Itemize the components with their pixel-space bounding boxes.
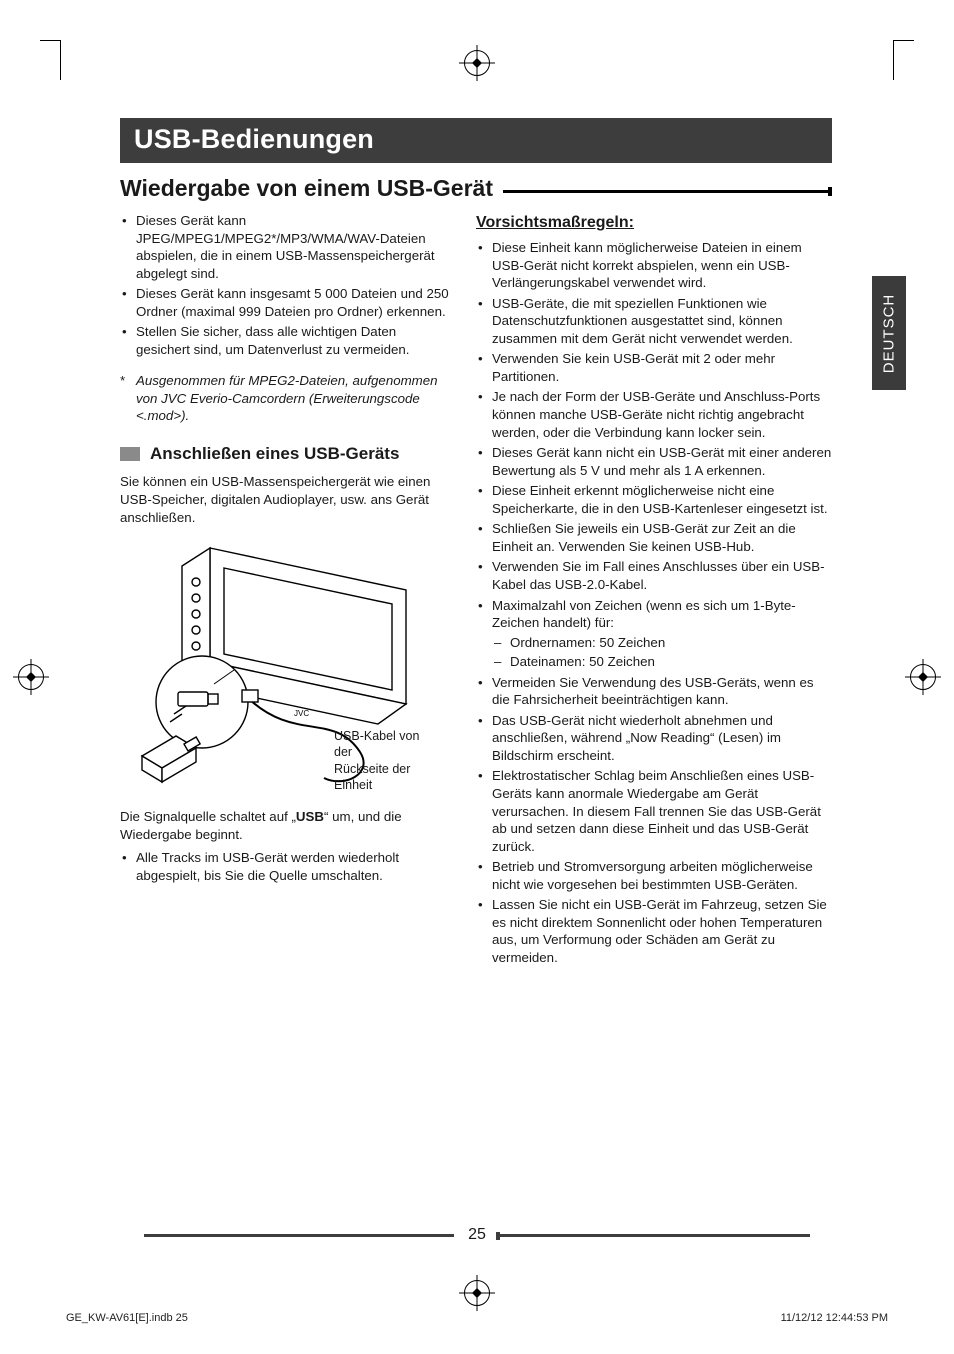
section-title-bar: USB-Bedienungen xyxy=(120,118,832,163)
registration-mark xyxy=(910,664,936,690)
page-content: USB-Bedienungen Wiedergabe von einem USB… xyxy=(120,118,832,969)
page-number: 25 xyxy=(458,1226,496,1244)
paragraph: Die Signalquelle schaltet auf „USB“ um, … xyxy=(120,808,452,843)
list-item: Verwenden Sie im Fall eines Anschlusses … xyxy=(492,558,832,593)
heading-rule xyxy=(503,190,832,193)
list-item: Betrieb und Stromversorgung arbeiten mög… xyxy=(492,858,832,893)
cable-caption-line: Rückseite der Einheit xyxy=(334,762,410,792)
list-item: USB-Geräte, die mit speziellen Funktione… xyxy=(492,295,832,348)
list-item: Dateinamen: 50 Zeichen xyxy=(510,653,832,671)
cable-caption-line: USB-Kabel von der xyxy=(334,729,419,759)
crop-mark xyxy=(894,40,914,41)
list-item: Je nach der Form der USB-Geräte und Ansc… xyxy=(492,388,832,441)
sub-list: Ordnernamen: 50 Zeichen Dateinamen: 50 Z… xyxy=(492,634,832,671)
left-column: Dieses Gerät kann JPEG/MPEG1/MPEG2*/MP3/… xyxy=(120,212,452,969)
right-column: Vorsichtsmaßregeln: Diese Einheit kann m… xyxy=(476,212,832,969)
registration-mark xyxy=(464,1280,490,1306)
list-item: Dieses Gerät kann nicht ein USB-Gerät mi… xyxy=(492,444,832,479)
page-number-row: 25 xyxy=(0,1226,954,1244)
section-title: USB-Bedienungen xyxy=(134,124,374,154)
footer-filename: GE_KW-AV61[E].indb 25 xyxy=(66,1312,188,1324)
registration-mark xyxy=(464,50,490,76)
crop-mark xyxy=(40,40,60,41)
list-item: Elektrostatischer Schlag beim Anschließe… xyxy=(492,767,832,855)
h3-heading: Anschließen eines USB-Geräts xyxy=(150,443,399,465)
list-item: Maximalzahl von Zeichen (wenn es sich um… xyxy=(492,597,832,671)
list-item: Vermeiden Sie Verwendung des USB-Geräts,… xyxy=(492,674,832,709)
text-run: Die Signalquelle schaltet auf „ xyxy=(120,809,296,824)
precautions-heading: Vorsichtsmaßregeln: xyxy=(476,212,832,233)
list-item: Dieses Gerät kann JPEG/MPEG1/MPEG2*/MP3/… xyxy=(136,212,452,282)
subsection-heading: Wiedergabe von einem USB-Gerät xyxy=(120,175,493,202)
list-item: Diese Einheit kann möglicherweise Dateie… xyxy=(492,239,832,292)
language-tab: DEUTSCH xyxy=(872,276,906,390)
language-tab-label: DEUTSCH xyxy=(881,293,898,373)
svg-text:JVC: JVC xyxy=(294,709,309,718)
bullet-list: Alle Tracks im USB-Gerät werden wiederho… xyxy=(120,849,452,884)
h3-marker-icon xyxy=(120,447,140,461)
crop-mark xyxy=(893,40,894,80)
registration-mark xyxy=(18,664,44,690)
inline-bold: USB xyxy=(296,809,324,824)
list-item: Alle Tracks im USB-Gerät werden wiederho… xyxy=(136,849,452,884)
print-footer: GE_KW-AV61[E].indb 25 11/12/12 12:44:53 … xyxy=(66,1312,888,1324)
page-rule xyxy=(500,1234,810,1237)
list-item: Ordnernamen: 50 Zeichen xyxy=(510,634,832,652)
list-item: Schließen Sie jeweils ein USB-Gerät zur … xyxy=(492,520,832,555)
page-rule xyxy=(144,1234,454,1237)
list-item: Verwenden Sie kein USB-Gerät mit 2 oder … xyxy=(492,350,832,385)
list-item: Dieses Gerät kann insgesamt 5 000 Dateie… xyxy=(136,285,452,320)
list-item: Stellen Sie sicher, dass alle wichtigen … xyxy=(136,323,452,358)
footnote-marker: * xyxy=(120,372,125,390)
paragraph: Sie können ein USB-Massenspeichergerät w… xyxy=(120,473,452,526)
subsection-heading-row: Wiedergabe von einem USB-Gerät xyxy=(120,175,832,202)
list-item: Diese Einheit erkennt möglicherweise nic… xyxy=(492,482,832,517)
list-item: Lassen Sie nicht ein USB-Gerät im Fahrze… xyxy=(492,896,832,966)
footer-timestamp: 11/12/12 12:44:53 PM xyxy=(781,1312,888,1324)
cable-caption: USB-Kabel von der Rückseite der Einheit xyxy=(334,728,434,793)
crop-mark xyxy=(60,40,61,80)
precautions-list: Diese Einheit kann möglicherweise Dateie… xyxy=(476,239,832,966)
intro-bullet-list: Dieses Gerät kann JPEG/MPEG1/MPEG2*/MP3/… xyxy=(120,212,452,358)
footnote-text: Ausgenommen für MPEG2-Dateien, aufgenomm… xyxy=(136,373,438,423)
footnote: * Ausgenommen für MPEG2-Dateien, aufgeno… xyxy=(120,372,452,425)
list-item-text: Maximalzahl von Zeichen (wenn es sich um… xyxy=(492,598,796,631)
two-column-body: Dieses Gerät kann JPEG/MPEG1/MPEG2*/MP3/… xyxy=(120,212,832,969)
device-illustration: JVC xyxy=(124,542,434,800)
list-item: Das USB-Gerät nicht wiederholt abnehmen … xyxy=(492,712,832,765)
h3-row: Anschließen eines USB-Geräts xyxy=(120,443,452,465)
